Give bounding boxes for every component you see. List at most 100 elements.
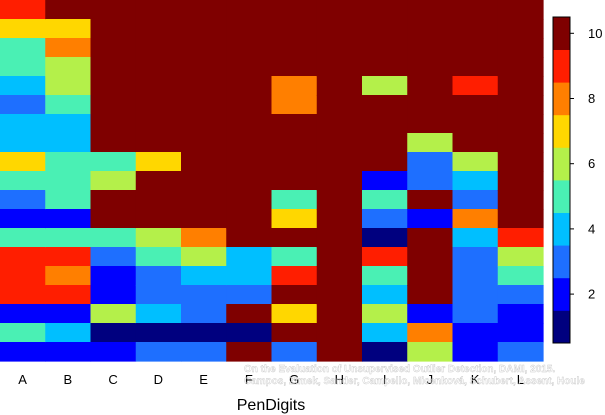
heat-cell-k-11 <box>452 190 499 210</box>
heat-cell-e-16 <box>181 285 227 305</box>
heat-cell-e-3 <box>181 38 227 58</box>
heat-cell-b-11 <box>45 190 92 210</box>
heat-cell-a-17 <box>0 304 46 324</box>
heat-cell-d-11 <box>135 190 182 210</box>
heat-cell-c-7 <box>90 114 137 134</box>
heat-cell-b-8 <box>45 133 92 153</box>
x-tick-a: A <box>18 372 27 387</box>
heat-cell-b-12 <box>45 209 92 229</box>
colorbar-tick-label-8: 8 <box>588 91 595 106</box>
heat-cell-f-12 <box>226 209 273 229</box>
heat-cell-l-9 <box>497 152 544 172</box>
heat-cell-k-17 <box>452 304 499 324</box>
heat-cell-a-19 <box>0 342 46 362</box>
heat-cell-d-10 <box>135 171 182 191</box>
heat-cell-j-1 <box>407 0 454 20</box>
heat-cell-g-17 <box>271 304 318 324</box>
heat-cell-e-13 <box>181 228 227 248</box>
heat-cell-h-17 <box>316 304 363 324</box>
heat-cell-d-17 <box>135 304 182 324</box>
heat-cell-i-13 <box>362 228 408 248</box>
x-tick-c: C <box>108 372 117 387</box>
heat-cell-l-11 <box>497 190 544 210</box>
heat-cell-g-6 <box>271 95 318 115</box>
heat-cell-f-14 <box>226 247 273 267</box>
heat-cell-l-5 <box>497 76 544 96</box>
heat-cell-i-8 <box>362 133 408 153</box>
heat-cell-g-10 <box>271 171 318 191</box>
x-tick-k: K <box>471 372 480 387</box>
heat-cell-j-10 <box>407 171 454 191</box>
heat-cell-b-4 <box>45 57 92 77</box>
heat-cell-e-8 <box>181 133 227 153</box>
heat-cell-h-15 <box>316 266 363 286</box>
heat-cell-j-13 <box>407 228 454 248</box>
heat-cell-l-14 <box>497 247 544 267</box>
colorbar-frame <box>552 16 571 344</box>
heat-cell-g-13 <box>271 228 318 248</box>
heat-cell-f-6 <box>226 95 273 115</box>
heat-cell-i-14 <box>362 247 408 267</box>
heat-cell-h-9 <box>316 152 363 172</box>
heat-cell-l-8 <box>497 133 544 153</box>
colorbar <box>552 16 571 344</box>
heat-cell-f-18 <box>226 323 273 343</box>
heat-cell-g-1 <box>271 0 318 20</box>
heat-cell-f-19 <box>226 342 273 362</box>
heat-cell-b-17 <box>45 304 92 324</box>
heat-cell-a-3 <box>0 38 46 58</box>
heat-cell-l-18 <box>497 323 544 343</box>
heat-cell-i-18 <box>362 323 408 343</box>
heat-cell-d-7 <box>135 114 182 134</box>
x-tick-l: L <box>517 372 524 387</box>
heat-cell-g-19 <box>271 342 318 362</box>
heat-cell-j-3 <box>407 38 454 58</box>
colorbar-swatch-10 <box>553 17 570 50</box>
heat-cell-a-12 <box>0 209 46 229</box>
heat-cell-e-1 <box>181 0 227 20</box>
heat-cell-j-17 <box>407 304 454 324</box>
heat-cell-g-5 <box>271 76 318 96</box>
heat-cell-k-5 <box>452 76 499 96</box>
heat-cell-d-18 <box>135 323 182 343</box>
heat-cell-f-3 <box>226 38 273 58</box>
heat-cell-i-2 <box>362 19 408 39</box>
heat-cell-f-9 <box>226 152 273 172</box>
heat-cell-i-4 <box>362 57 408 77</box>
colorbar-tick-label-10: 10 <box>588 26 602 41</box>
x-axis-label: PenDigits <box>237 397 305 414</box>
heat-cell-k-3 <box>452 38 499 58</box>
heat-cell-e-7 <box>181 114 227 134</box>
heat-cell-l-19 <box>497 342 544 362</box>
heat-cell-a-13 <box>0 228 46 248</box>
heat-cell-a-8 <box>0 133 46 153</box>
heat-cell-b-19 <box>45 342 92 362</box>
credit-line-1: On the Evaluation of Unsupervised Outlie… <box>244 364 555 375</box>
heat-cell-g-7 <box>271 114 318 134</box>
heat-cell-d-16 <box>135 285 182 305</box>
heat-cell-b-7 <box>45 114 92 134</box>
colorbar-tick-label-4: 4 <box>588 221 595 236</box>
heat-cell-e-11 <box>181 190 227 210</box>
heat-cell-e-15 <box>181 266 227 286</box>
heat-cell-f-8 <box>226 133 273 153</box>
heat-cell-g-12 <box>271 209 318 229</box>
heat-cell-a-7 <box>0 114 46 134</box>
heat-cell-c-4 <box>90 57 137 77</box>
heat-cell-l-12 <box>497 209 544 229</box>
heat-cell-j-8 <box>407 133 454 153</box>
heat-cell-i-19 <box>362 342 408 362</box>
heat-cell-f-7 <box>226 114 273 134</box>
heat-cell-d-9 <box>135 152 182 172</box>
heat-cell-a-6 <box>0 95 46 115</box>
heat-cell-i-11 <box>362 190 408 210</box>
heat-cell-l-17 <box>497 304 544 324</box>
heat-cell-f-4 <box>226 57 273 77</box>
heat-cell-k-13 <box>452 228 499 248</box>
heat-cell-g-18 <box>271 323 318 343</box>
heat-cell-f-11 <box>226 190 273 210</box>
heat-cell-l-13 <box>497 228 544 248</box>
heat-cell-j-15 <box>407 266 454 286</box>
heat-cell-b-16 <box>45 285 92 305</box>
heat-cell-f-10 <box>226 171 273 191</box>
